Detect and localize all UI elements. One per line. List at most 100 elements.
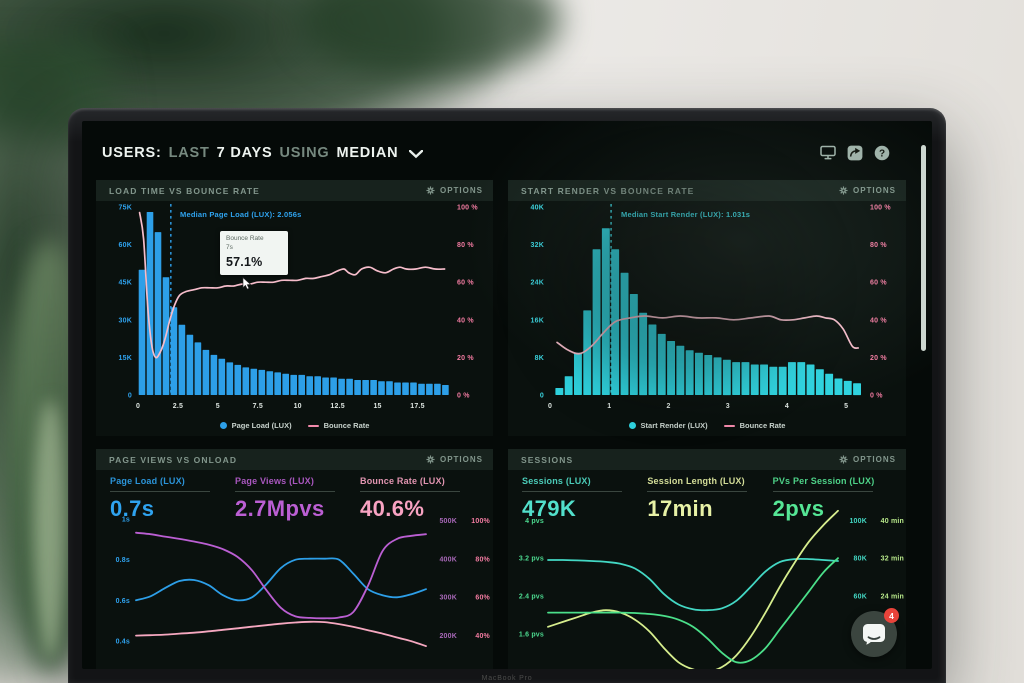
svg-text:0.6s: 0.6s [116,598,130,605]
tooltip-x-value: 7s [226,243,233,251]
panel-title: SESSIONS [521,454,574,465]
options-button[interactable]: OPTIONS [426,186,483,195]
share-icon[interactable] [847,145,863,161]
svg-text:40%: 40% [475,633,490,640]
legend-label: Start Render (LUX) [640,421,708,430]
stat-sessions: Sessions (LUX) 479K [522,476,647,522]
panel-title: START RENDER VS BOUNCE RATE [521,185,695,196]
load-time-chart[interactable]: 75K 60K 45K 30K 15K 0 100 % 80 % 60 % 40 % 20 % 0 %… [96,180,493,436]
dashboard-header: USERS: LAST 7 DAYS USING MEDIAN ? [102,140,904,166]
svg-text:40 %: 40 % [457,317,474,324]
svg-text:15K: 15K [119,355,132,362]
svg-text:500K: 500K [439,518,457,525]
options-label: OPTIONS [439,186,483,195]
options-button[interactable]: OPTIONS [426,455,483,464]
legend-dot-icon [628,422,636,429]
chat-launcher-button[interactable]: 4 [851,608,899,657]
svg-text:75K: 75K [119,205,132,212]
options-label: OPTIONS [852,455,896,464]
svg-text:32K: 32K [531,242,544,249]
panel-title: LOAD TIME VS BOUNCE RATE [109,185,260,196]
legend-dot-icon [219,422,227,429]
panel-header: SESSIONS OPTIONS [508,449,906,470]
svg-text:8K: 8K [535,355,544,362]
svg-text:20 %: 20 % [457,355,474,362]
svg-text:32 min: 32 min [881,556,904,563]
stat-value: 40.6% [360,496,425,521]
legend-bounce-rate[interactable]: Bounce Rate [307,421,370,430]
legend-start-render[interactable]: Start Render (LUX) [628,421,708,430]
panel-header: LOAD TIME VS BOUNCE RATE OPTIONS [96,180,493,201]
title-using: USING [279,145,330,161]
stat-value: 479K [522,496,577,521]
svg-text:15: 15 [373,403,381,410]
options-button[interactable]: OPTIONS [839,455,896,464]
legend-label: Bounce Rate [739,421,786,430]
svg-text:?: ? [879,149,885,160]
svg-text:200K: 200K [439,633,457,640]
svg-text:80 %: 80 % [870,242,887,249]
svg-text:60K: 60K [854,593,867,600]
notification-badge: 4 [884,608,899,623]
title-last: LAST [168,145,210,161]
svg-text:24K: 24K [531,280,544,287]
chat-bubble-icon [863,624,885,645]
svg-text:0 %: 0 % [457,393,470,400]
svg-text:2.4 pvs: 2.4 pvs [519,593,544,600]
svg-text:0: 0 [548,403,552,410]
chart-legend: Page Load (LUX) Bounce Rate [96,421,493,430]
svg-text:17.5: 17.5 [410,403,424,410]
options-label: OPTIONS [852,186,896,195]
tooltip-value: 57.1% [226,254,263,269]
stat-rule [360,491,460,492]
chart-legend: Start Render (LUX) Bounce Rate [508,421,906,430]
stats-row: Page Load (LUX) 0.7s Page Views (LUX) 2.… [110,476,485,522]
panel-start-render-vs-bounce-rate: 40K 32K 24K 16K 8K 0 100 % 80 % 60 % 40 % 20 % 0 % 0… [508,180,906,436]
svg-text:400K: 400K [439,556,457,563]
svg-text:16K: 16K [531,317,544,324]
svg-text:1.6 pvs: 1.6 pvs [519,631,544,638]
page-views-chart[interactable]: 1s 0.8s 0.6s 0.4s 500K 400K 300K 200K 100% 80% 60%… [96,449,493,669]
svg-text:0.4s: 0.4s [116,638,130,645]
scrollbar[interactable] [921,145,926,351]
display-icon[interactable] [820,145,836,161]
legend-bounce-rate[interactable]: Bounce Rate [723,421,786,430]
stat-value: 2pvs [772,496,825,521]
page-title[interactable]: USERS: LAST 7 DAYS USING MEDIAN [102,145,424,161]
svg-text:0: 0 [136,403,140,410]
svg-text:2.5: 2.5 [173,403,183,410]
dashboard-screen: USERS: LAST 7 DAYS USING MEDIAN ? [82,121,932,669]
stat-bounce-rate: Bounce Rate (LUX) 40.6% [360,476,485,522]
svg-text:60 %: 60 % [457,280,474,287]
stat-label: Session Length (LUX) [647,476,745,486]
stat-value: 2.7Mpvs [235,496,325,521]
chevron-down-icon[interactable] [409,149,424,159]
stat-page-load: Page Load (LUX) 0.7s [110,476,235,522]
stat-session-length: Session Length (LUX) 17min [647,476,772,522]
svg-text:60%: 60% [475,595,490,602]
plant-leaf-highlight [34,400,68,660]
svg-text:80%: 80% [475,556,490,563]
svg-text:24 min: 24 min [881,593,904,600]
gear-icon [426,455,435,464]
svg-text:100 %: 100 % [457,205,478,212]
chart-tooltip: Bounce Rate 7s 57.1% [220,231,288,276]
options-button[interactable]: OPTIONS [839,186,896,195]
start-render-chart[interactable]: 40K 32K 24K 16K 8K 0 100 % 80 % 60 % 40 % 20 % 0 % 0… [508,180,906,436]
svg-text:12.5: 12.5 [330,403,344,410]
legend-label: Bounce Rate [323,421,370,430]
legend-page-load[interactable]: Page Load (LUX) [219,421,292,430]
legend-line-icon [723,424,735,427]
svg-text:1: 1 [607,403,611,410]
svg-text:3: 3 [726,403,730,410]
bezel-brand-label: MacBook Pro [481,675,533,682]
legend-line-icon [307,424,319,427]
help-icon[interactable]: ? [874,145,890,161]
svg-text:80K: 80K [854,556,867,563]
stat-label: Sessions (LUX) [522,476,591,486]
svg-text:100 %: 100 % [870,205,891,212]
svg-text:3.2 pvs: 3.2 pvs [519,556,544,563]
options-label: OPTIONS [439,455,483,464]
laptop: USERS: LAST 7 DAYS USING MEDIAN ? [68,108,946,683]
